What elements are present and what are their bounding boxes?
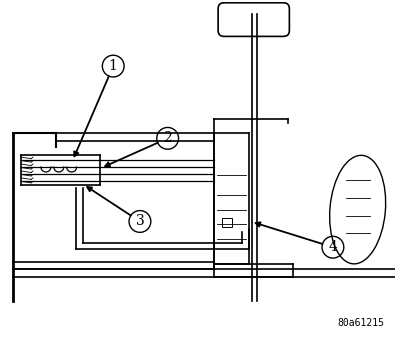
- Text: 3: 3: [136, 214, 144, 228]
- Text: 1: 1: [109, 59, 118, 73]
- Text: 80a61215: 80a61215: [338, 318, 385, 328]
- Text: 2: 2: [163, 131, 172, 145]
- Bar: [222, 218, 232, 227]
- Text: 4: 4: [328, 240, 338, 254]
